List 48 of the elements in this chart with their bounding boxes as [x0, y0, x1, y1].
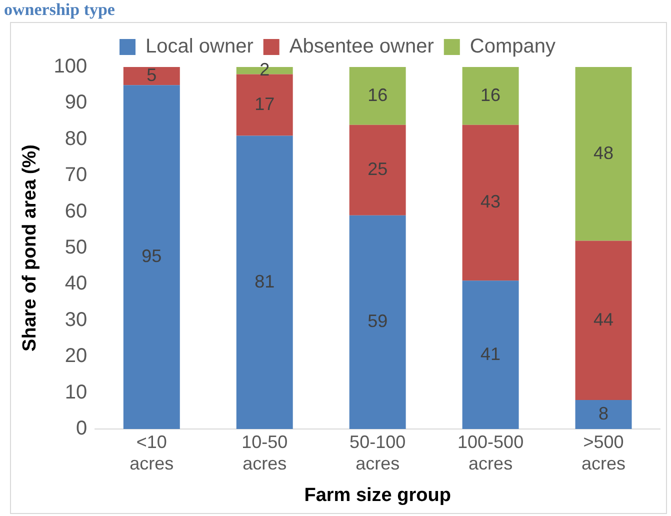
bar [575, 240, 632, 400]
y-tick-label: 60 [64, 200, 88, 222]
data-label: 8 [598, 403, 609, 424]
legend-label: Company [470, 36, 556, 58]
data-label: 16 [368, 84, 388, 105]
legend-label: Absentee owner [289, 36, 434, 58]
y-tick-label: 50 [64, 236, 88, 259]
chart-title: ownership type [4, 0, 115, 20]
data-label: 81 [254, 271, 275, 292]
bar [123, 85, 180, 429]
y-tick-label: 80 [64, 128, 88, 150]
x-tick-label: >500 acres [582, 432, 626, 474]
bar [575, 400, 632, 429]
data-label: 43 [480, 192, 501, 212]
x-axis-title: Farm size group [304, 484, 451, 506]
x-tick-label: <10 acres [130, 432, 174, 474]
bar [462, 124, 519, 281]
bar [462, 280, 519, 429]
data-label: 48 [594, 142, 614, 163]
data-label: 59 [368, 311, 388, 332]
data-label: 16 [480, 84, 501, 105]
bar [349, 215, 406, 429]
y-tick-label: 20 [64, 345, 88, 368]
legend-label: Local owner [146, 36, 254, 58]
y-tick-label: 30 [64, 308, 88, 331]
bar [236, 136, 293, 429]
x-tick-label: 10-50 acres [242, 432, 288, 474]
bar [575, 67, 632, 241]
bar [462, 67, 519, 125]
x-tick-label: 50-100 acres [350, 432, 406, 474]
bar [123, 67, 180, 86]
y-tick-label: 10 [64, 381, 88, 404]
y-tick-label: 100 [54, 56, 88, 78]
y-axis-title: Share of pond area (%) [20, 144, 41, 352]
data-label: 5 [146, 65, 157, 86]
data-label: 25 [368, 159, 388, 180]
data-label: 17 [254, 94, 275, 114]
y-tick-label: 70 [64, 164, 88, 186]
data-label: 95 [142, 246, 162, 266]
y-tick-label: 40 [64, 272, 88, 295]
bar [349, 67, 406, 125]
bar [349, 124, 406, 216]
y-tick-label: 90 [64, 92, 88, 114]
y-tick-label: 0 [76, 418, 88, 440]
data-label: 41 [480, 344, 501, 364]
bar [236, 74, 293, 136]
data-label: 44 [594, 309, 614, 330]
x-tick-label: 100-500 acres [458, 432, 524, 474]
